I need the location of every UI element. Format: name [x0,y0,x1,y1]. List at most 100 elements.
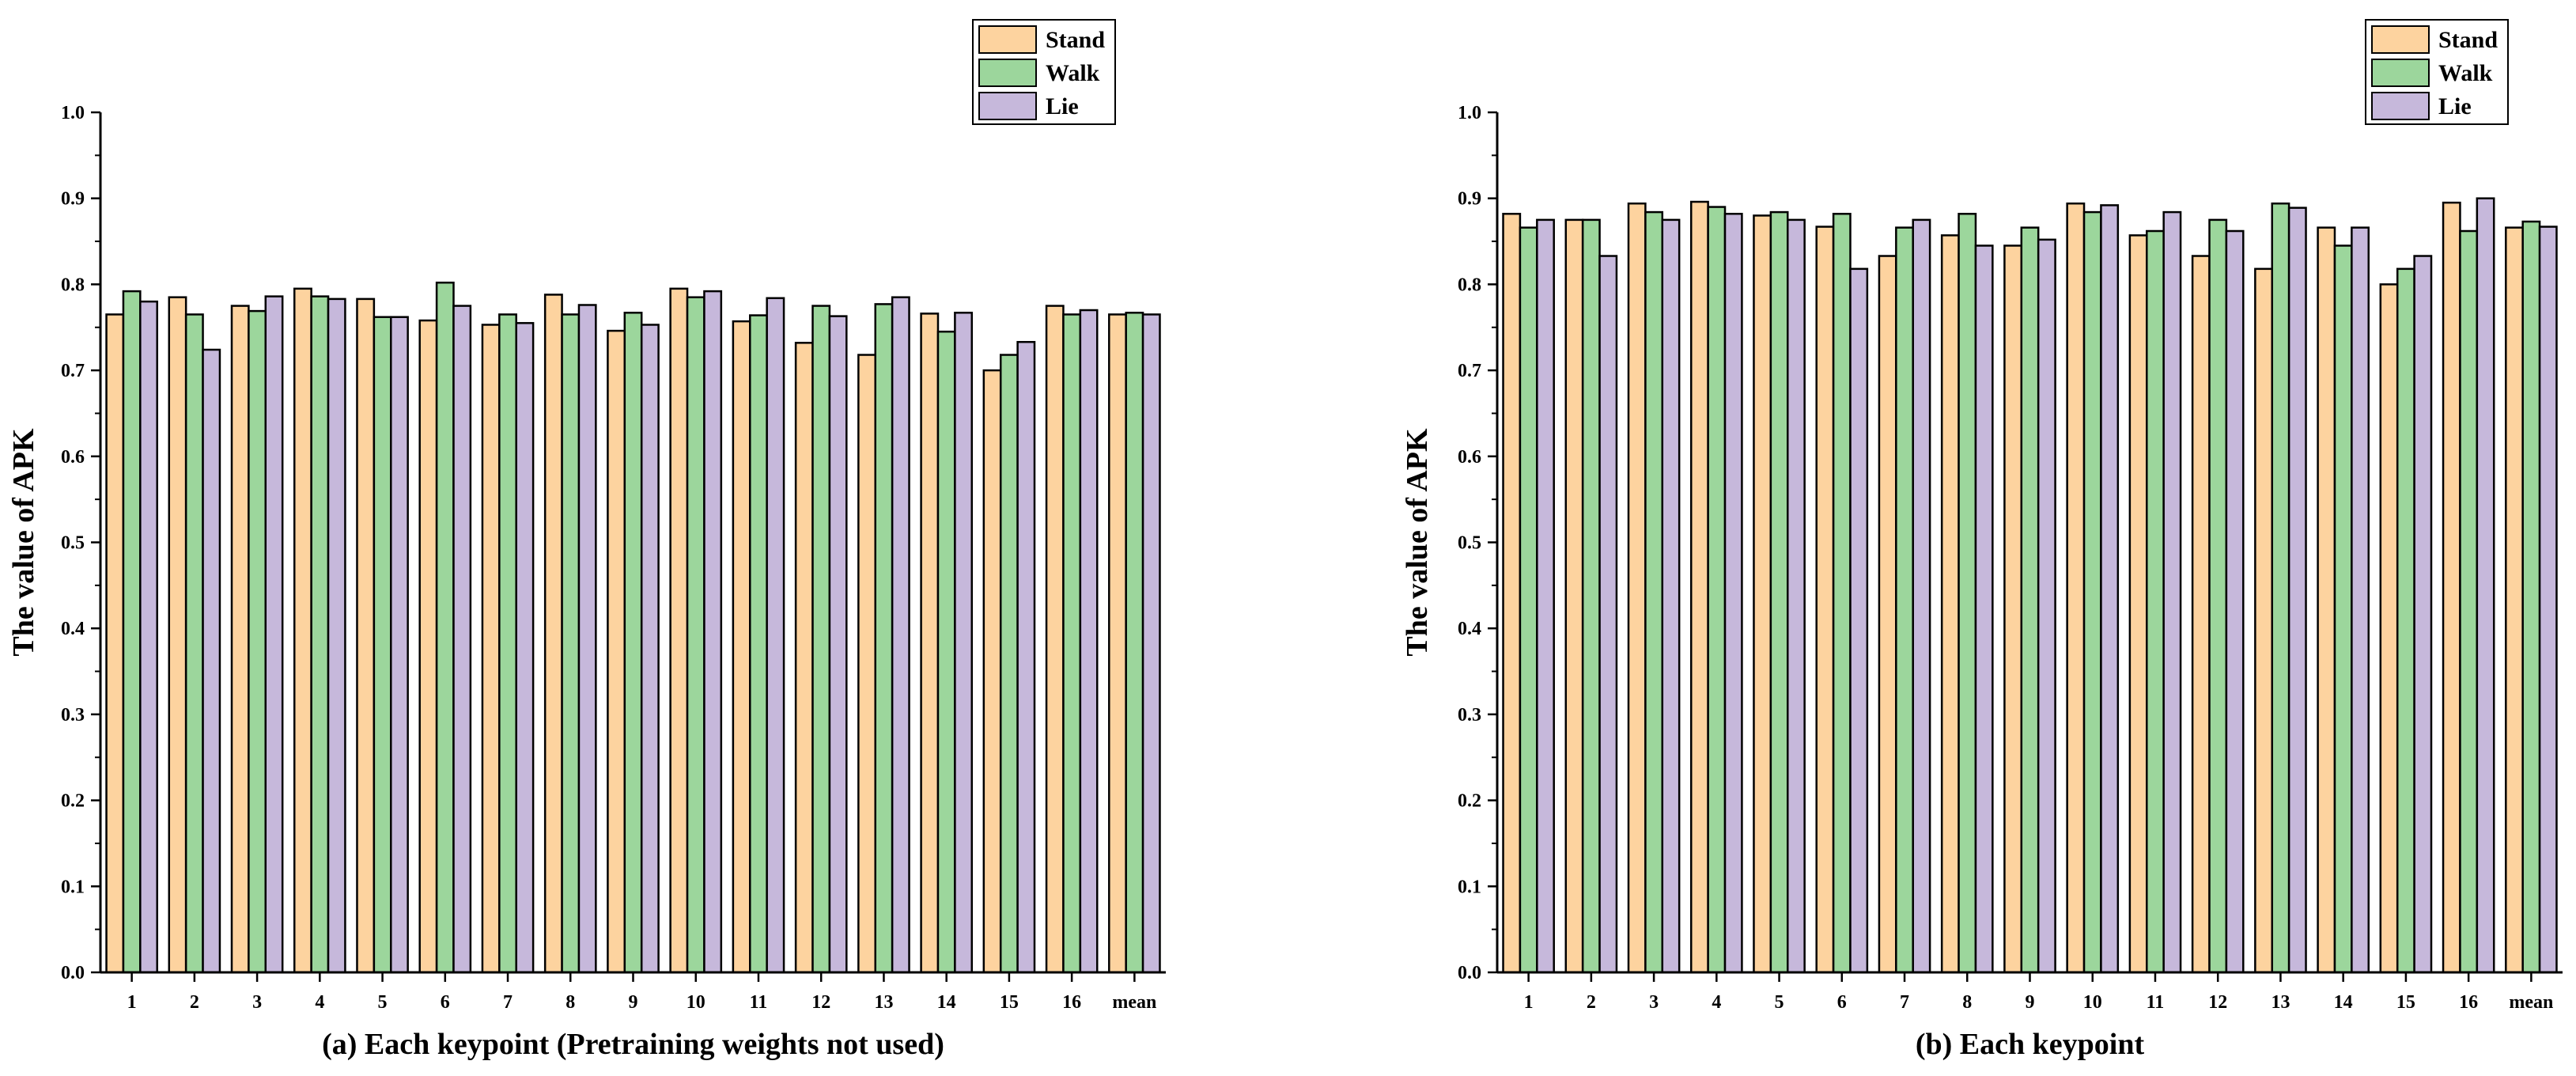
bar-lie-4 [327,297,346,974]
bar-lie-9 [640,324,660,974]
y-tick-label: 1.0 [1458,103,1481,123]
bar-stand-1 [1502,213,1522,974]
x-tick-label: mean [1112,992,1156,1013]
x-tick-label: 3 [1649,992,1659,1013]
legend-label-lie: Lie [2438,93,2472,119]
x-tick-label: 4 [1712,992,1721,1013]
y-tick-label: 0.2 [1458,791,1481,812]
bar-walk-3 [1644,210,1664,974]
x-tick-label: 10 [687,992,705,1013]
bar-walk-12 [811,305,831,974]
bar-lie-2 [1598,255,1618,974]
bar-walk-10 [2082,210,2102,974]
legend-swatch-lie [2371,92,2430,120]
bar-walk-5 [1769,210,1789,974]
bar-stand-3 [1627,202,1647,974]
x-tick-label: 13 [874,992,893,1013]
y-tick-label: 0.2 [61,791,85,812]
x-tick-label: 3 [252,992,262,1013]
bar-walk-14 [2333,244,2353,974]
x-tick-label: 4 [315,992,324,1013]
bar-lie-1 [139,300,158,974]
y-tick-label: 0.6 [61,447,85,468]
bar-stand-2 [168,296,187,974]
y-tick-label: 0.5 [1458,533,1481,554]
legend-swatch-lie [978,92,1037,120]
bar-lie-15 [1016,340,1036,974]
bar-stand-8 [1940,234,1960,974]
x-tick-label: 2 [190,992,199,1013]
legend-swatch-walk [978,59,1037,87]
x-axis-title: (b) Each keypoint [1916,1028,2145,1061]
legend-swatch-stand [2371,25,2430,54]
y-tick-label: 0.1 [61,877,85,897]
bar-walk-1 [1519,226,1538,974]
y-tick-label: 0.8 [61,275,85,295]
bar-lie-1 [1536,218,1555,974]
bar-stand-mean [2505,226,2524,974]
bar-stand-2 [1564,218,1584,974]
bar-lie-6 [1849,267,1869,974]
bar-stand-14 [2317,226,2336,974]
x-tick-label: 7 [503,992,513,1013]
bar-stand-12 [794,342,814,974]
bar-walk-8 [1958,213,1977,974]
bar-lie-13 [891,296,910,974]
bar-stand-11 [2128,234,2148,974]
x-tick-label: 1 [1524,992,1534,1013]
bar-stand-11 [732,320,751,974]
bar-stand-15 [982,369,1002,974]
x-tick-label: 8 [1962,992,1972,1013]
x-tick-label: 6 [1837,992,1847,1013]
bar-lie-15 [2413,255,2433,974]
bar-lie-7 [1912,218,1931,974]
legend-label-lie: Lie [1046,93,1079,119]
bar-lie-5 [390,316,409,974]
bar-stand-13 [857,354,876,974]
bar-lie-5 [1787,218,1806,974]
x-tick-label: 11 [2147,992,2165,1013]
bar-stand-8 [543,294,563,974]
y-tick-label: 0.0 [61,963,85,983]
bar-stand-6 [1815,225,1835,974]
bar-lie-11 [2162,210,2182,974]
x-tick-label: 6 [441,992,450,1013]
bar-stand-9 [2003,244,2023,974]
legend-label-walk: Walk [2438,60,2493,86]
x-tick-label: 12 [2208,992,2227,1013]
bar-walk-3 [248,309,267,974]
bar-walk-8 [561,313,581,974]
legend-label-walk: Walk [1046,60,1100,86]
bar-lie-8 [577,304,597,974]
bar-stand-14 [920,313,940,974]
bar-stand-12 [2191,255,2211,974]
bar-lie-mean [2538,225,2558,974]
bar-walk-7 [498,313,517,974]
bar-walk-13 [2271,202,2290,974]
bar-lie-12 [828,315,848,974]
y-tick-label: 1.0 [61,103,85,123]
bar-stand-6 [418,319,438,974]
bar-stand-15 [2379,283,2399,974]
bar-stand-16 [2442,201,2461,974]
bar-lie-14 [2351,226,2370,974]
x-tick-label: mean [2509,992,2553,1013]
bar-stand-4 [1689,200,1709,974]
legend-swatch-walk [2371,59,2430,87]
bar-stand-7 [481,324,501,974]
bar-stand-4 [293,287,312,974]
y-tick-label: 0.6 [1458,447,1481,468]
bar-stand-16 [1045,305,1065,974]
x-tick-label: 7 [1900,992,1909,1013]
bar-lie-10 [703,290,723,974]
x-tick-label: 14 [2334,992,2353,1013]
x-axis-title: (a) Each keypoint (Pretraining weights n… [322,1028,944,1061]
bar-lie-4 [1723,213,1743,974]
y-tick-label: 0.7 [1458,361,1481,381]
y-tick-label: 0.3 [61,705,85,726]
bar-walk-5 [373,316,392,974]
bar-lie-2 [202,348,221,974]
bar-walk-16 [2459,229,2479,974]
bar-stand-13 [2254,267,2273,974]
bar-walk-2 [184,313,204,974]
